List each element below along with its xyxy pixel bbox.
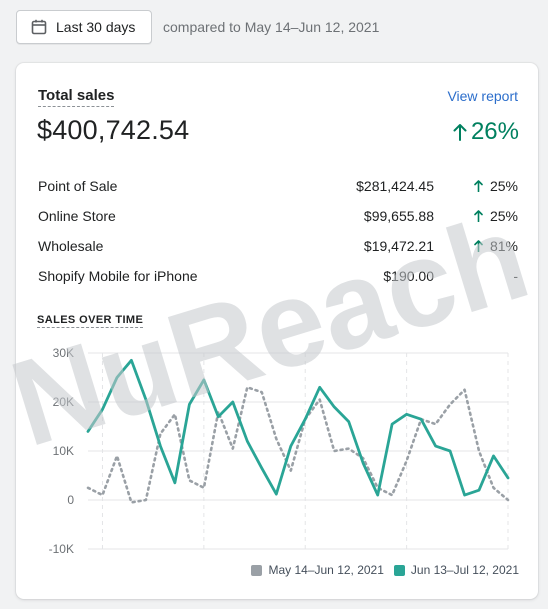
channel-label: Point of Sale: [38, 178, 118, 194]
channel-row: Online Store $99,655.88 25%: [38, 208, 518, 238]
channel-breakdown: Point of Sale $281,424.45 25% Online Sto…: [38, 178, 518, 298]
view-report-link[interactable]: View report: [447, 88, 518, 104]
chart-legend: May 14–Jun 12, 2021 Jun 13–Jul 12, 2021: [251, 563, 519, 577]
card-title: Total sales: [38, 87, 115, 107]
calendar-icon: [31, 19, 47, 35]
arrow-up-icon: [474, 210, 483, 222]
legend-label-current: Jun 13–Jul 12, 2021: [410, 563, 519, 577]
comparison-text: compared to May 14–Jun 12, 2021: [163, 19, 380, 35]
y-tick-label: 10K: [53, 444, 74, 458]
channel-change: 81%: [474, 238, 518, 254]
y-tick-label: -10K: [49, 542, 74, 556]
legend-item-previous: May 14–Jun 12, 2021: [251, 563, 384, 577]
channel-label: Shopify Mobile for iPhone: [38, 268, 198, 284]
chart-title: SALES OVER TIME: [37, 314, 144, 328]
arrow-up-icon: [474, 240, 483, 252]
channel-row: Shopify Mobile for iPhone $190.00 -: [38, 268, 518, 298]
channel-change-value: -: [513, 268, 518, 284]
channel-label: Online Store: [38, 208, 116, 224]
date-range-button[interactable]: Last 30 days: [16, 10, 152, 44]
series-line-previous: [86, 386, 510, 504]
legend-swatch-previous: [251, 564, 263, 576]
total-change: 26%: [453, 118, 519, 146]
channel-change: 25%: [474, 208, 518, 224]
channel-value: $281,424.45: [356, 178, 434, 194]
legend-swatch-current: [393, 564, 405, 576]
legend-label-previous: May 14–Jun 12, 2021: [268, 563, 384, 577]
channel-change-value: 81%: [489, 238, 518, 254]
channel-value: $99,655.88: [363, 208, 434, 224]
channel-value: $190.00: [383, 268, 434, 284]
y-tick-label: 30K: [53, 346, 74, 360]
total-change-value: 26%: [470, 118, 519, 145]
series-line-current: [86, 358, 510, 497]
arrow-up-icon: [474, 180, 483, 192]
channel-row: Point of Sale $281,424.45 25%: [38, 178, 518, 208]
legend-item-current: Jun 13–Jul 12, 2021: [393, 563, 519, 577]
total-sales-card: Total sales View report $400,742.54 26% …: [16, 63, 538, 599]
channel-value: $19,472.21: [363, 238, 434, 254]
date-range-label: Last 30 days: [56, 19, 136, 35]
channel-row: Wholesale $19,472.21 81%: [38, 238, 518, 268]
channel-change: -: [513, 268, 518, 284]
y-tick-label: 20K: [53, 395, 74, 409]
y-tick-label: 0: [67, 493, 74, 507]
arrow-up-icon: [453, 124, 467, 141]
channel-change-value: 25%: [489, 208, 518, 224]
channel-change-value: 25%: [489, 178, 518, 194]
channel-change: 25%: [474, 178, 518, 194]
total-sales-value: $400,742.54: [37, 115, 190, 145]
channel-label: Wholesale: [38, 238, 104, 254]
